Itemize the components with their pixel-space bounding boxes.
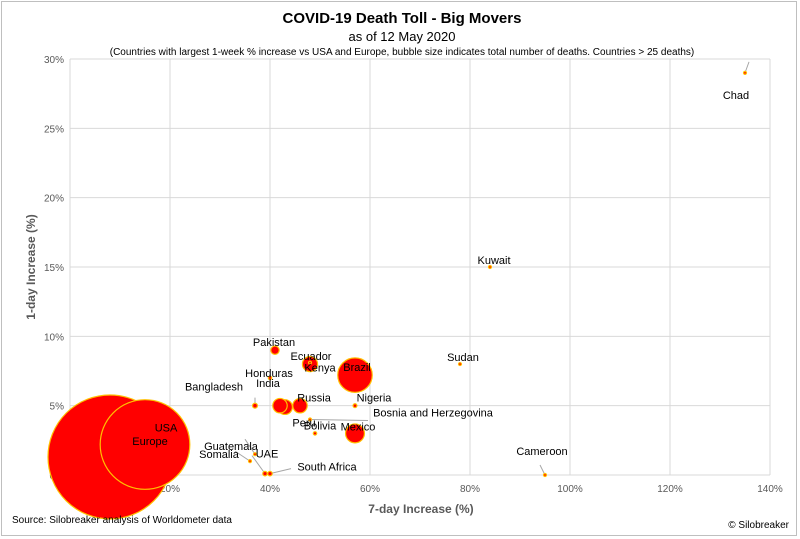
label-cameroon: Cameroon [516, 446, 567, 458]
bubble-pakistan [270, 345, 280, 355]
label-sudan: Sudan [447, 352, 479, 364]
leader-line [251, 455, 266, 474]
chart-note: (Countries with largest 1-week % increas… [110, 47, 694, 58]
bubble-sudan [457, 361, 463, 367]
label-ecuador: Ecuador [291, 351, 332, 363]
bubble-somalia [247, 459, 253, 464]
bubble-uae [262, 470, 268, 477]
label-bangladesh: Bangladesh [185, 382, 243, 394]
x-axis-title: 7-day Increase (%) [368, 502, 473, 516]
label-honduras: Honduras [245, 368, 293, 380]
label-guatemala: Guatemala [204, 441, 259, 453]
bubble-peru [272, 397, 288, 414]
label-bosnia-and-herzegovina: Bosnia and Herzegovina [373, 408, 494, 420]
bubble-chad [742, 70, 748, 75]
leader-line [244, 438, 256, 455]
bubble-usa [99, 399, 191, 490]
label-chad: Chad [723, 90, 749, 102]
y-tick-label: 15% [44, 263, 64, 274]
bubble-honduras [267, 375, 273, 381]
leader-line [309, 419, 369, 422]
label-kenya: Kenya [304, 363, 336, 375]
label-bolivia: Bolivia [304, 420, 337, 432]
bubble-bolivia [312, 431, 318, 436]
source-note: Source: Silobreaker analysis of Worldome… [12, 515, 232, 526]
bubble-cameroon [542, 472, 548, 478]
label-india: India [256, 378, 281, 390]
gridlines [69, 58, 771, 476]
x-tick-label: 140% [757, 484, 783, 495]
y-tick-label: 20% [44, 194, 64, 205]
y-tick-label: 10% [44, 332, 64, 343]
label-somalia: Somalia [199, 449, 240, 461]
bubbles [47, 70, 748, 520]
leader-lines [234, 61, 750, 476]
x-tick-label: 20% [160, 484, 180, 495]
chart-title: COVID-19 Death Toll - Big Movers [283, 10, 522, 27]
bubble-kuwait [487, 264, 493, 270]
x-tick-label: 120% [657, 484, 683, 495]
point-labels: Europe USA Brazil Mexico Ecuador Peru Russia In… [132, 90, 749, 474]
bubble-brazil [337, 357, 373, 394]
label-mexico: Mexico [341, 421, 376, 433]
chart-subtitle: as of 12 May 2020 [349, 29, 456, 44]
label-europe: Europe [132, 436, 167, 448]
x-tick-label: 80% [460, 484, 480, 495]
y-axis-title: 1-day Increase (%) [24, 214, 38, 319]
bubble-south-africa [267, 470, 273, 477]
bubble-bosnia-and-herzegovina [307, 417, 313, 422]
bubble-russia [292, 397, 308, 414]
label-uae: UAE [256, 449, 279, 461]
y-tick-label: 5% [50, 402, 65, 413]
label-kuwait: Kuwait [477, 255, 510, 267]
label-south-africa: South Africa [297, 462, 357, 474]
label-usa: USA [155, 422, 178, 434]
leader-line [234, 450, 251, 462]
label-pakistan: Pakistan [253, 337, 295, 349]
bubble-nigeria [352, 403, 358, 409]
x-tick-label: 40% [260, 484, 280, 495]
x-tick-label: 60% [360, 484, 380, 495]
bubble-guatemala [252, 452, 258, 457]
y-tick-label: 25% [44, 124, 64, 135]
label-nigeria: Nigeria [357, 393, 393, 405]
bubble-kenya [307, 360, 313, 365]
bubble-mexico [344, 423, 366, 444]
x-axis-ticks: 0%20%40%60%80%100%120%140% [63, 484, 783, 495]
x-tick-label: 100% [557, 484, 583, 495]
leader-line [269, 468, 292, 475]
y-tick-label: 30% [44, 55, 64, 66]
copyright-note: © Silobreaker [728, 520, 789, 531]
label-peru: Peru [292, 418, 315, 430]
label-brazil: Brazil [343, 362, 371, 374]
label-russia: Russia [297, 393, 332, 405]
bubble-bangladesh [251, 402, 259, 409]
